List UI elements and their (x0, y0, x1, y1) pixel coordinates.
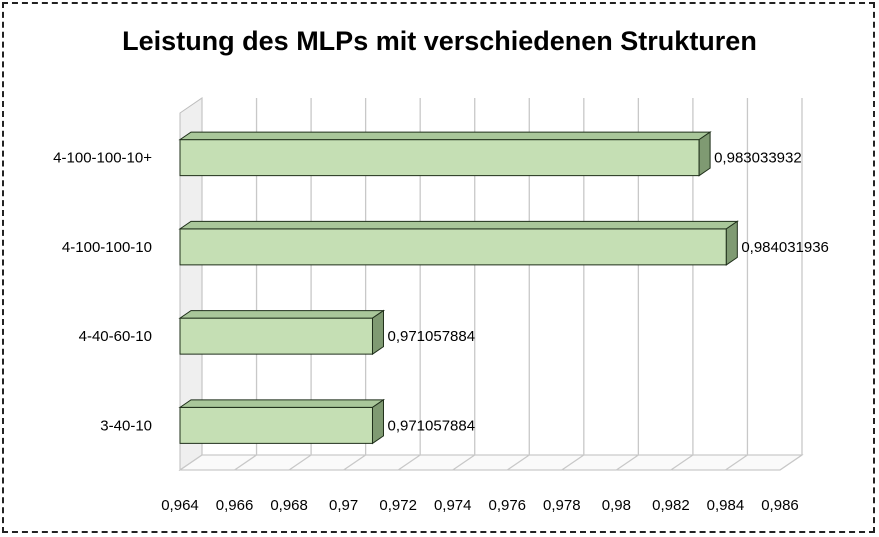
gridline-floor (234, 454, 257, 471)
x-tick-label: 0,982 (652, 497, 690, 514)
x-tick-label: 0,978 (543, 497, 581, 514)
bar-front (179, 139, 700, 177)
category-label: 4-40-60-10 (79, 328, 152, 345)
category-label: 3-40-10 (100, 417, 152, 434)
bar-front (179, 317, 373, 355)
x-tick-label: 0,98 (602, 497, 631, 514)
gridline-floor (670, 454, 694, 471)
bar (178, 131, 712, 177)
gridline-floor (288, 454, 312, 471)
gridline-floor (615, 454, 639, 471)
x-tick-label: 0,976 (488, 497, 526, 514)
data-label: 0,984031936 (741, 239, 829, 256)
bar-side (371, 398, 384, 445)
chart-title: Leistung des MLPs mit verschiedenen Stru… (122, 26, 757, 56)
bar (178, 398, 386, 445)
x-tick-label: 0,984 (707, 497, 745, 514)
x-tick-label: 0,97 (329, 497, 358, 514)
category-label: 4-100-100-10 (62, 239, 152, 256)
x-tick-label: 0,964 (161, 497, 199, 514)
gridline-floor (561, 454, 585, 471)
x-tick-label: 0,986 (761, 497, 799, 514)
category-label: 4-100-100-10+ (53, 150, 152, 167)
bar-top (178, 220, 739, 230)
gridline-floor (179, 454, 203, 471)
bar-side (371, 309, 384, 356)
data-label: 0,983033932 (714, 150, 802, 167)
x-tick-label: 0,968 (270, 497, 308, 514)
bar-side (725, 220, 738, 266)
gridline-floor (725, 454, 748, 471)
bar (178, 309, 386, 356)
bar-top (178, 131, 712, 141)
bar-front (179, 228, 727, 266)
data-label: 0,971057884 (387, 417, 475, 434)
gridline-floor (506, 454, 530, 471)
bar-side (698, 131, 711, 177)
x-tick-label: 0,972 (379, 497, 417, 514)
data-label: 0,971057884 (387, 328, 475, 345)
gridline-floor (779, 454, 803, 471)
gridline-floor (397, 454, 421, 471)
x-tick-label: 0,966 (216, 497, 254, 514)
x-tick-label: 0,974 (434, 497, 472, 514)
bar (178, 220, 739, 266)
bar-top (178, 310, 386, 319)
gridline-floor (343, 454, 367, 471)
bar-top (178, 399, 386, 408)
bar-front (179, 406, 373, 444)
gridline-floor (452, 454, 476, 471)
floor (178, 454, 804, 471)
